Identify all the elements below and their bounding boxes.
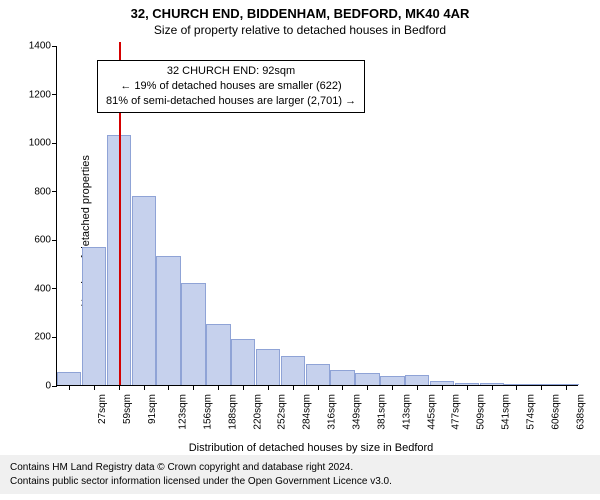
- histogram-bar: [206, 324, 230, 385]
- histogram-bar: [355, 373, 379, 385]
- x-tick-label: 477sqm: [451, 394, 462, 430]
- y-tick-label: 1200: [29, 89, 51, 100]
- footer: Contains HM Land Registry data © Crown c…: [0, 455, 600, 494]
- footer-line-2: Contains public sector information licen…: [10, 475, 590, 489]
- x-tick-label: 509sqm: [476, 394, 487, 430]
- x-tick: [516, 385, 517, 390]
- histogram-bar: [256, 349, 280, 385]
- x-tick: [467, 385, 468, 390]
- callout-line-2: ← 19% of detached houses are smaller (62…: [106, 79, 356, 94]
- histogram-bar: [132, 196, 156, 385]
- plot-area: 020040060080010001200140027sqm59sqm91sqm…: [56, 46, 578, 386]
- chart: Number of detached properties 0200400600…: [44, 46, 578, 416]
- x-tick-label: 638sqm: [575, 394, 586, 430]
- x-tick: [218, 385, 219, 390]
- x-tick: [69, 385, 70, 390]
- y-tick: [52, 94, 57, 95]
- x-tick-label: 91sqm: [147, 394, 158, 424]
- callout-line-1: 32 CHURCH END: 92sqm: [106, 64, 356, 79]
- histogram-bar: [330, 370, 354, 385]
- y-tick: [52, 191, 57, 192]
- x-tick: [144, 385, 145, 390]
- histogram-bar: [380, 376, 404, 385]
- histogram-bar: [231, 339, 255, 385]
- y-tick-label: 0: [45, 381, 51, 392]
- x-tick-label: 413sqm: [401, 394, 412, 430]
- y-tick: [52, 240, 57, 241]
- x-tick: [318, 385, 319, 390]
- footer-line-1: Contains HM Land Registry data © Crown c…: [10, 461, 590, 475]
- y-tick-label: 1000: [29, 138, 51, 149]
- x-tick-label: 252sqm: [277, 394, 288, 430]
- y-tick-label: 400: [34, 283, 51, 294]
- y-tick: [52, 143, 57, 144]
- x-tick: [94, 385, 95, 390]
- callout-box: 32 CHURCH END: 92sqm ← 19% of detached h…: [97, 60, 365, 113]
- x-tick-label: 220sqm: [252, 394, 263, 430]
- x-tick-label: 284sqm: [302, 394, 313, 430]
- x-tick-label: 541sqm: [501, 394, 512, 430]
- x-tick: [367, 385, 368, 390]
- histogram-bar: [57, 372, 81, 385]
- histogram-bar: [405, 375, 429, 385]
- x-tick: [392, 385, 393, 390]
- x-tick-label: 156sqm: [202, 394, 213, 430]
- x-tick: [442, 385, 443, 390]
- x-tick: [293, 385, 294, 390]
- y-tick-label: 800: [34, 186, 51, 197]
- y-tick: [52, 288, 57, 289]
- x-tick-label: 349sqm: [352, 394, 363, 430]
- y-tick: [52, 386, 57, 387]
- y-tick-label: 600: [34, 235, 51, 246]
- x-tick: [268, 385, 269, 390]
- y-tick: [52, 337, 57, 338]
- histogram-bar: [156, 256, 180, 385]
- x-tick: [566, 385, 567, 390]
- x-tick: [193, 385, 194, 390]
- x-tick: [243, 385, 244, 390]
- y-tick-label: 200: [34, 332, 51, 343]
- y-tick: [52, 46, 57, 47]
- x-tick-label: 606sqm: [550, 394, 561, 430]
- x-axis-label: Distribution of detached houses by size …: [44, 442, 578, 454]
- x-tick: [119, 385, 120, 390]
- callout-line-3: 81% of semi-detached houses are larger (…: [106, 94, 356, 109]
- histogram-bar: [82, 247, 106, 385]
- page-title: 32, CHURCH END, BIDDENHAM, BEDFORD, MK40…: [0, 0, 600, 21]
- x-tick-label: 574sqm: [526, 394, 537, 430]
- x-tick: [342, 385, 343, 390]
- x-tick-label: 381sqm: [376, 394, 387, 430]
- x-tick: [492, 385, 493, 390]
- x-tick-label: 445sqm: [426, 394, 437, 430]
- histogram-bar: [281, 356, 305, 385]
- histogram-bar: [306, 364, 330, 385]
- histogram-bar: [181, 283, 205, 385]
- x-tick: [541, 385, 542, 390]
- x-tick: [168, 385, 169, 390]
- page-subtitle: Size of property relative to detached ho…: [0, 21, 600, 37]
- x-tick: [417, 385, 418, 390]
- x-tick-label: 123sqm: [178, 394, 189, 430]
- x-tick-label: 316sqm: [327, 394, 338, 430]
- x-tick-label: 27sqm: [97, 394, 108, 424]
- y-tick-label: 1400: [29, 41, 51, 52]
- x-tick-label: 59sqm: [122, 394, 133, 424]
- x-tick-label: 188sqm: [227, 394, 238, 430]
